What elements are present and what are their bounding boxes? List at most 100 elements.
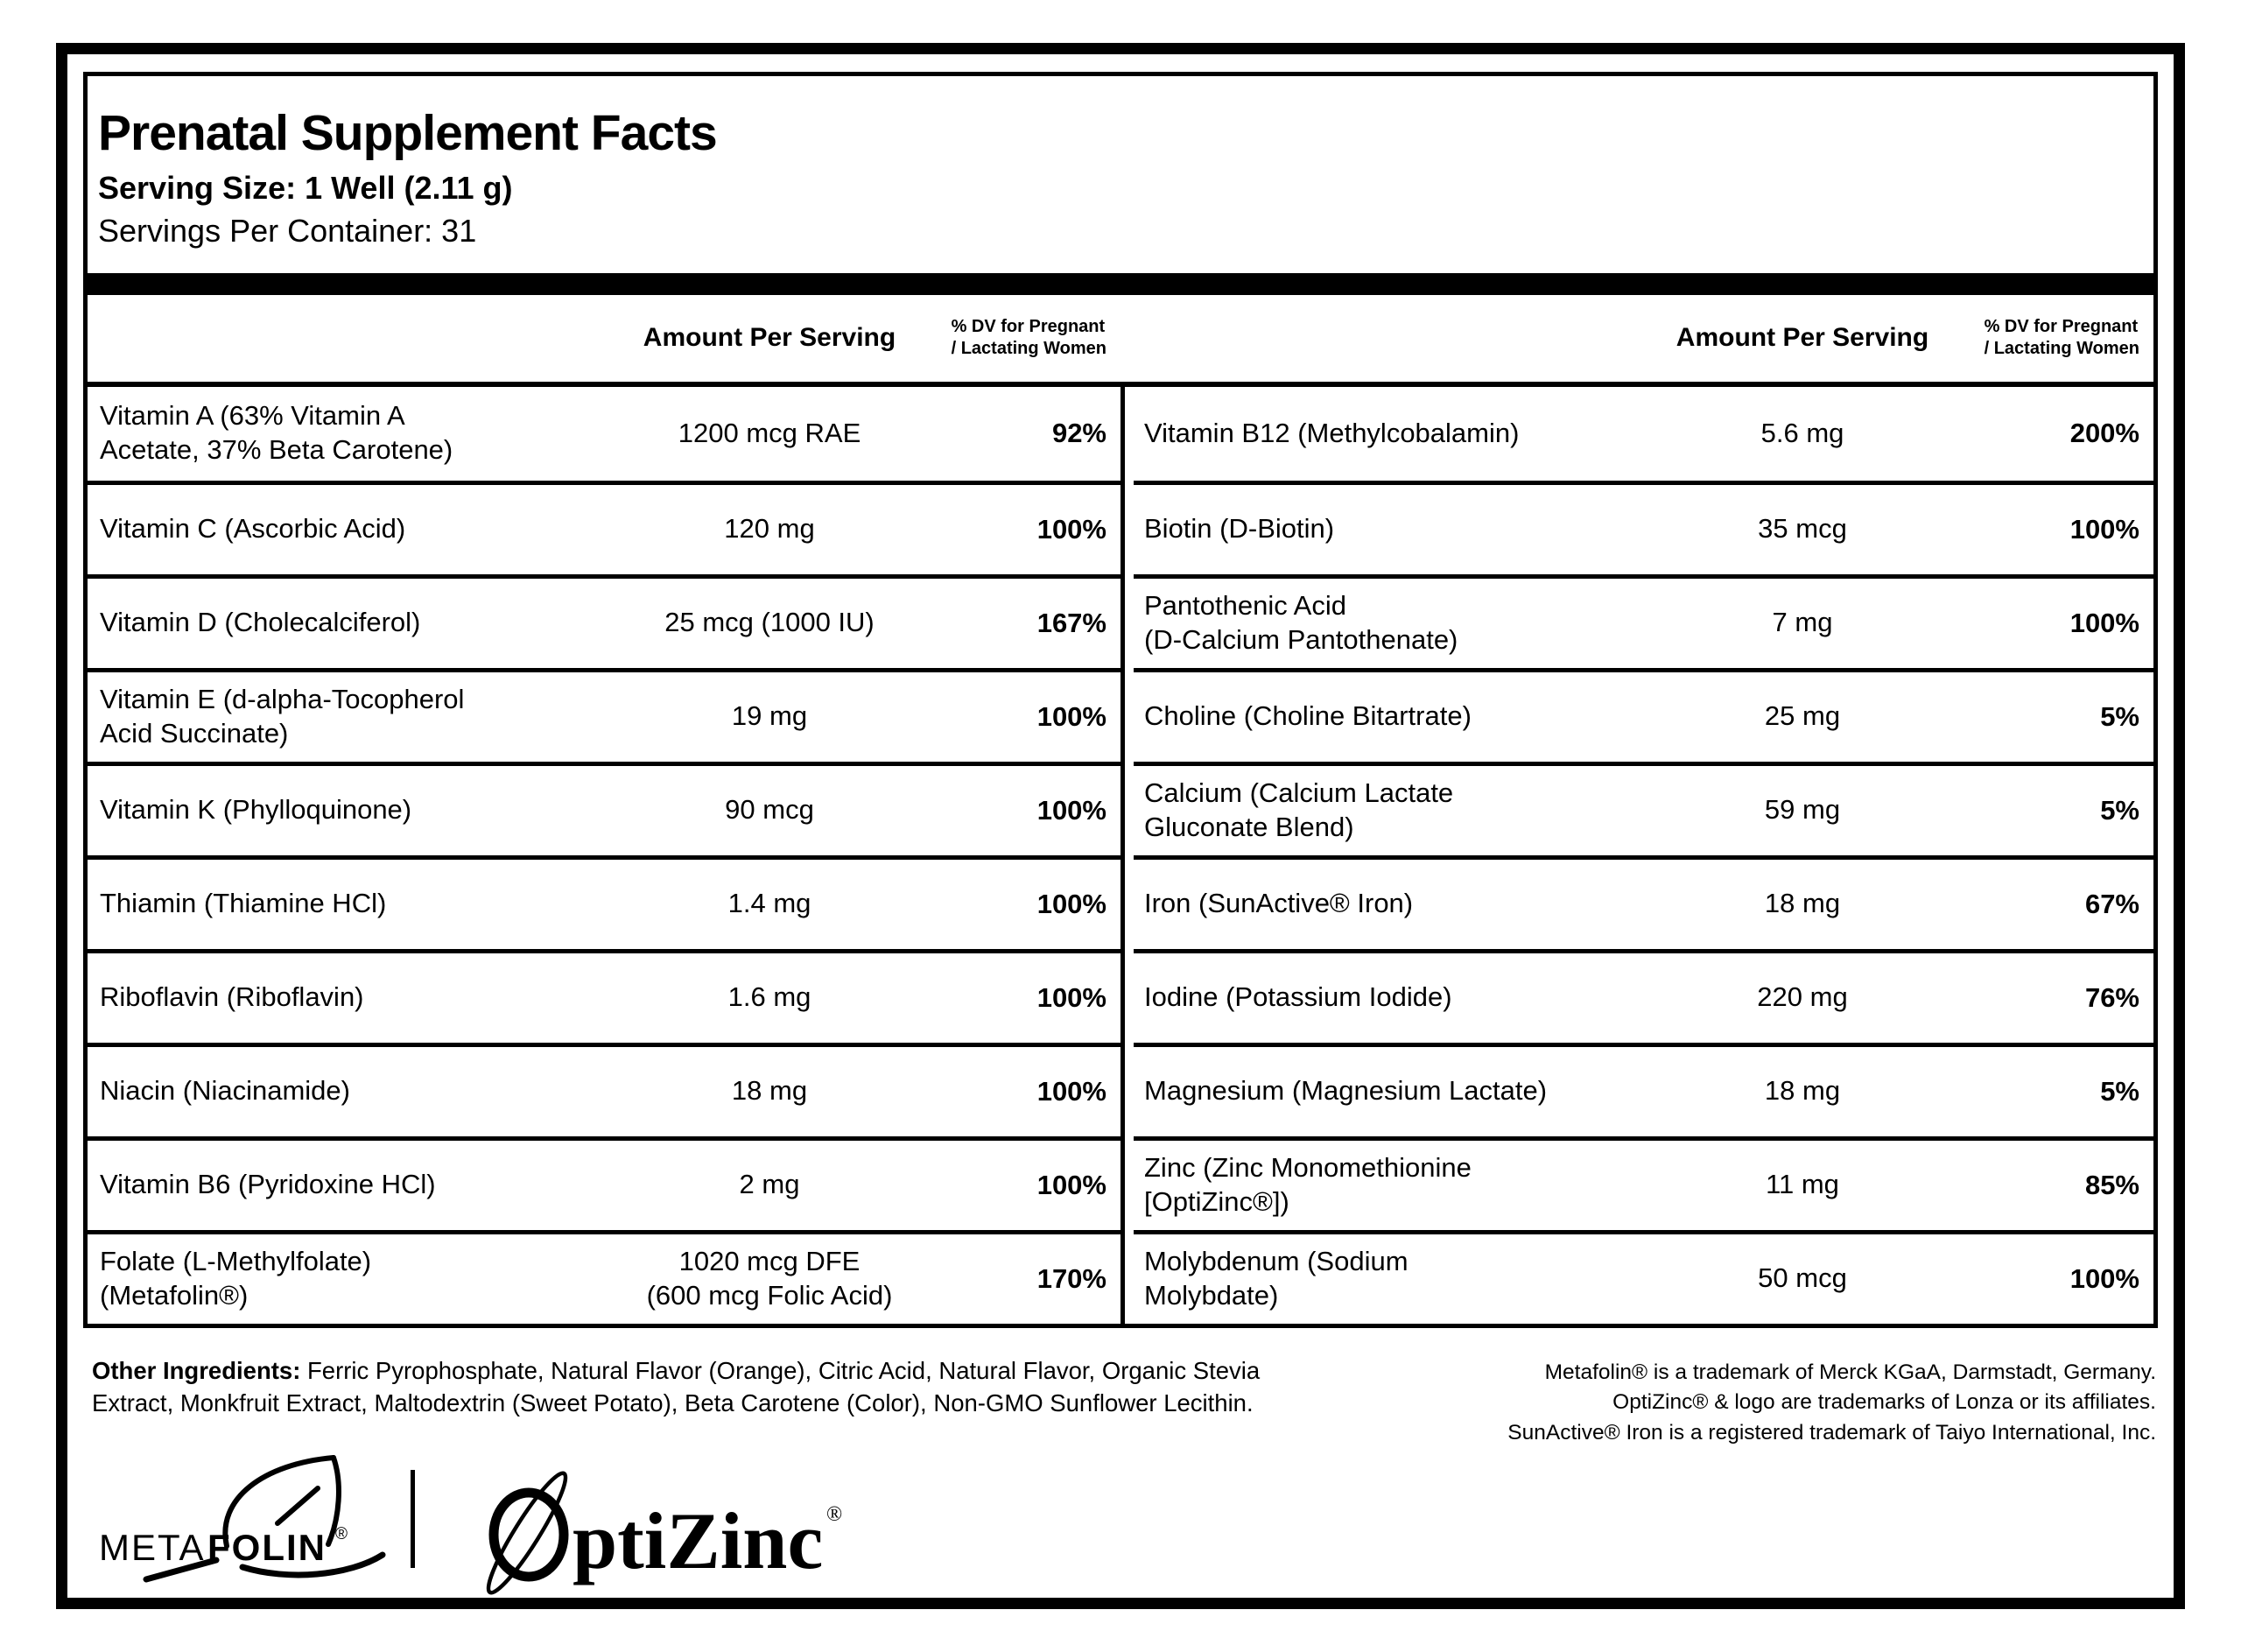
nutrient-dv: 100% [1036, 888, 1106, 919]
table-row: Vitamin K (Phylloquinone) 90 mcg 100% [88, 761, 1120, 855]
nutrient-amount: 1020 mcg DFE (600 mcg Folic Acid) [646, 1245, 893, 1311]
nutrient-dv: 100% [1036, 1075, 1106, 1107]
optizinc-logo: ptiZinc ® [466, 1449, 868, 1595]
nutrient-amount: 5.6 mg [1760, 417, 1844, 448]
nutrient-dv: 100% [1036, 981, 1106, 1013]
nutrient-name: Riboflavin (Riboflavin) [100, 981, 364, 1013]
nutrient-dv: 100% [1036, 513, 1106, 545]
nutrient-name: Thiamin (Thiamine HCl) [100, 888, 387, 919]
nutrient-amount: 19 mg [731, 700, 808, 732]
nutrient-amount: 11 mg [1766, 1169, 1839, 1200]
footer-left: Other Ingredients: Ferric Pyrophosphate,… [92, 1354, 1260, 1595]
facts-header: Prenatal Supplement Facts Serving Size: … [88, 76, 2153, 273]
other-ingredients: Other Ingredients: Ferric Pyrophosphate,… [92, 1354, 1260, 1419]
table-row: Thiamin (Thiamine HCl) 1.4 mg 100% [88, 854, 1120, 949]
dv-column-header: % DV for Pregnant / Lactating Women [1984, 317, 2139, 358]
nutrient-dv: 100% [2069, 1262, 2139, 1294]
servings-per-container: Servings Per Container: 31 [98, 213, 477, 250]
table-row: Magnesium (Magnesium Lactate) 18 mg 5% [1134, 1042, 2153, 1136]
nutrient-dv: 167% [1036, 607, 1106, 638]
metafolin-folin-text: FOLIN [207, 1527, 327, 1568]
nutrient-amount: 1.6 mg [727, 981, 811, 1013]
nutrient-dv: 100% [2069, 513, 2139, 545]
table-row: Vitamin B12 (Methylcobalamin) 5.6 mg 200% [1134, 387, 2153, 481]
table-row: Choline (Choline Bitartrate) 25 mg 5% [1134, 667, 2153, 762]
table-row: Riboflavin (Riboflavin) 1.6 mg 100% [88, 948, 1120, 1043]
nutrient-amount: 1.4 mg [727, 888, 811, 919]
table-header-left: Amount Per Serving % DV for Pregnant / L… [88, 295, 1120, 382]
optizinc-orbit-o-icon: ptiZinc ® [486, 1471, 842, 1595]
nutrient-amount: 18 mg [731, 1075, 808, 1107]
table-row: Vitamin A (63% Vitamin A Acetate, 37% Be… [88, 387, 1120, 481]
nutrient-name: Pantothenic Acid (D-Calcium Pantothenate… [1144, 589, 1458, 655]
table-row: Pantothenic Acid (D-Calcium Pantothenate… [1134, 573, 2153, 668]
page-title: Prenatal Supplement Facts [98, 105, 718, 161]
table-row: Iodine (Potassium Iodide) 220 mg 76% [1134, 948, 2153, 1043]
facts-panel: Prenatal Supplement Facts Serving Size: … [83, 72, 2158, 1328]
footer-section: Other Ingredients: Ferric Pyrophosphate,… [67, 1328, 2174, 1595]
nutrient-amount: 220 mg [1757, 981, 1848, 1013]
nutrient-dv: 5% [2100, 794, 2139, 826]
table-header-right: Amount Per Serving % DV for Pregnant / L… [1120, 295, 2153, 382]
nutrient-dv: 100% [1036, 700, 1106, 732]
nutrient-dv: 92% [1051, 418, 1106, 448]
nutrient-dv: 200% [2069, 418, 2139, 448]
nutrient-amount: 120 mg [724, 513, 815, 545]
table-row: Calcium (Calcium Lactate Gluconate Blend… [1134, 761, 2153, 855]
nutrient-name: Molybdenum (Sodium Molybdate) [1144, 1245, 1409, 1311]
nutrient-name: Magnesium (Magnesium Lactate) [1144, 1075, 1548, 1107]
table-row: Molybdenum (Sodium Molybdate) 50 mcg 100% [1134, 1229, 2153, 1324]
amount-column-header: Amount Per Serving [643, 323, 896, 352]
amount-column-header: Amount Per Serving [1675, 323, 1929, 352]
table-row: Vitamin D (Cholecalciferol) 25 mcg (1000 … [88, 573, 1120, 668]
nutrient-dv: 170% [1036, 1262, 1106, 1294]
nutrient-amount: 35 mcg [1758, 513, 1847, 545]
nutrient-dv: 100% [1036, 794, 1106, 826]
nutrient-name: Zinc (Zinc Monomethionine [OptiZinc®]) [1144, 1151, 1472, 1217]
dv-column-header: % DV for Pregnant / Lactating Women [951, 317, 1106, 358]
thick-divider-bar [88, 272, 2153, 295]
table-row: Vitamin C (Ascorbic Acid) 120 mg 100% [88, 480, 1120, 574]
nutrient-name: Vitamin A (63% Vitamin A Acetate, 37% Be… [100, 400, 453, 465]
nutrient-name: Calcium (Calcium Lactate Gluconate Blend… [1144, 777, 1454, 842]
nutrient-name: Iodine (Potassium Iodide) [1144, 981, 1452, 1013]
other-ingredients-text: Ferric Pyrophosphate, Natural Flavor (Or… [92, 1356, 1261, 1417]
table-row: Niacin (Niacinamide) 18 mg 100% [88, 1042, 1120, 1136]
nutrient-table-left: Vitamin A (63% Vitamin A Acetate, 37% Be… [88, 387, 1120, 1324]
nutrient-amount: 2 mg [739, 1169, 800, 1200]
nutrient-amount: 1200 mcg RAE [678, 417, 861, 448]
nutrient-name: Folate (L-Methylfolate) (Metafolin®) [100, 1245, 372, 1311]
optizinc-text: ptiZinc [573, 1496, 823, 1585]
nutrient-table-right: Vitamin B12 (Methylcobalamin) 5.6 mg 200% B… [1120, 386, 2153, 1324]
nutrient-dv: 100% [2069, 607, 2139, 638]
other-ingredients-label: Other Ingredients: [92, 1356, 301, 1384]
trademark-notes: Metafolin® is a trademark of Merck KGaA,… [1507, 1360, 2156, 1445]
nutrient-name: Vitamin B12 (Methylcobalamin) [1144, 417, 1520, 448]
nutrient-name: Vitamin E (d-alpha-Tocopherol Acid Succi… [100, 683, 465, 749]
table-row: Vitamin E (d-alpha-Tocopherol Acid Succi… [88, 667, 1120, 762]
metafolin-logo: META FOLIN ® [97, 1453, 386, 1585]
nutrient-amount: 59 mg [1764, 794, 1841, 826]
nutrient-dv: 5% [2100, 700, 2139, 732]
table-row: Iron (SunActive® Iron) 18 mg 67% [1134, 854, 2153, 949]
nutrient-dv: 76% [2084, 981, 2139, 1013]
nutrient-name: Iron (SunActive® Iron) [1144, 888, 1414, 919]
table-row: Biotin (D-Biotin) 35 mcg 100% [1134, 480, 2153, 574]
optizinc-reg-mark: ® [826, 1503, 842, 1526]
nutrient-amount: 90 mcg [725, 794, 814, 826]
table-row: Folate (L-Methylfolate) (Metafolin®) 1020… [88, 1229, 1120, 1324]
table-header: Amount Per Serving % DV for Pregnant / L… [88, 295, 2153, 387]
nutrient-amount: 50 mcg [1758, 1262, 1847, 1294]
nutrient-dv: 67% [2084, 888, 2139, 919]
nutrient-name: Vitamin K (Phylloquinone) [100, 794, 412, 826]
nutrient-amount: 7 mg [1772, 607, 1833, 638]
nutrient-name: Vitamin B6 (Pyridoxine HCl) [100, 1169, 436, 1200]
metafolin-meta-text: META [99, 1527, 206, 1568]
nutrient-amount: 25 mg [1764, 700, 1841, 732]
table-row: Zinc (Zinc Monomethionine [OptiZinc®]) 11… [1134, 1135, 2153, 1230]
metafolin-reg-mark: ® [335, 1525, 348, 1543]
nutrient-dv: 5% [2100, 1075, 2139, 1107]
table-row: Vitamin B6 (Pyridoxine HCl) 2 mg 100% [88, 1135, 1120, 1230]
nutrient-name: Biotin (D-Biotin) [1144, 513, 1335, 545]
nutrient-name: Choline (Choline Bitartrate) [1144, 700, 1472, 732]
